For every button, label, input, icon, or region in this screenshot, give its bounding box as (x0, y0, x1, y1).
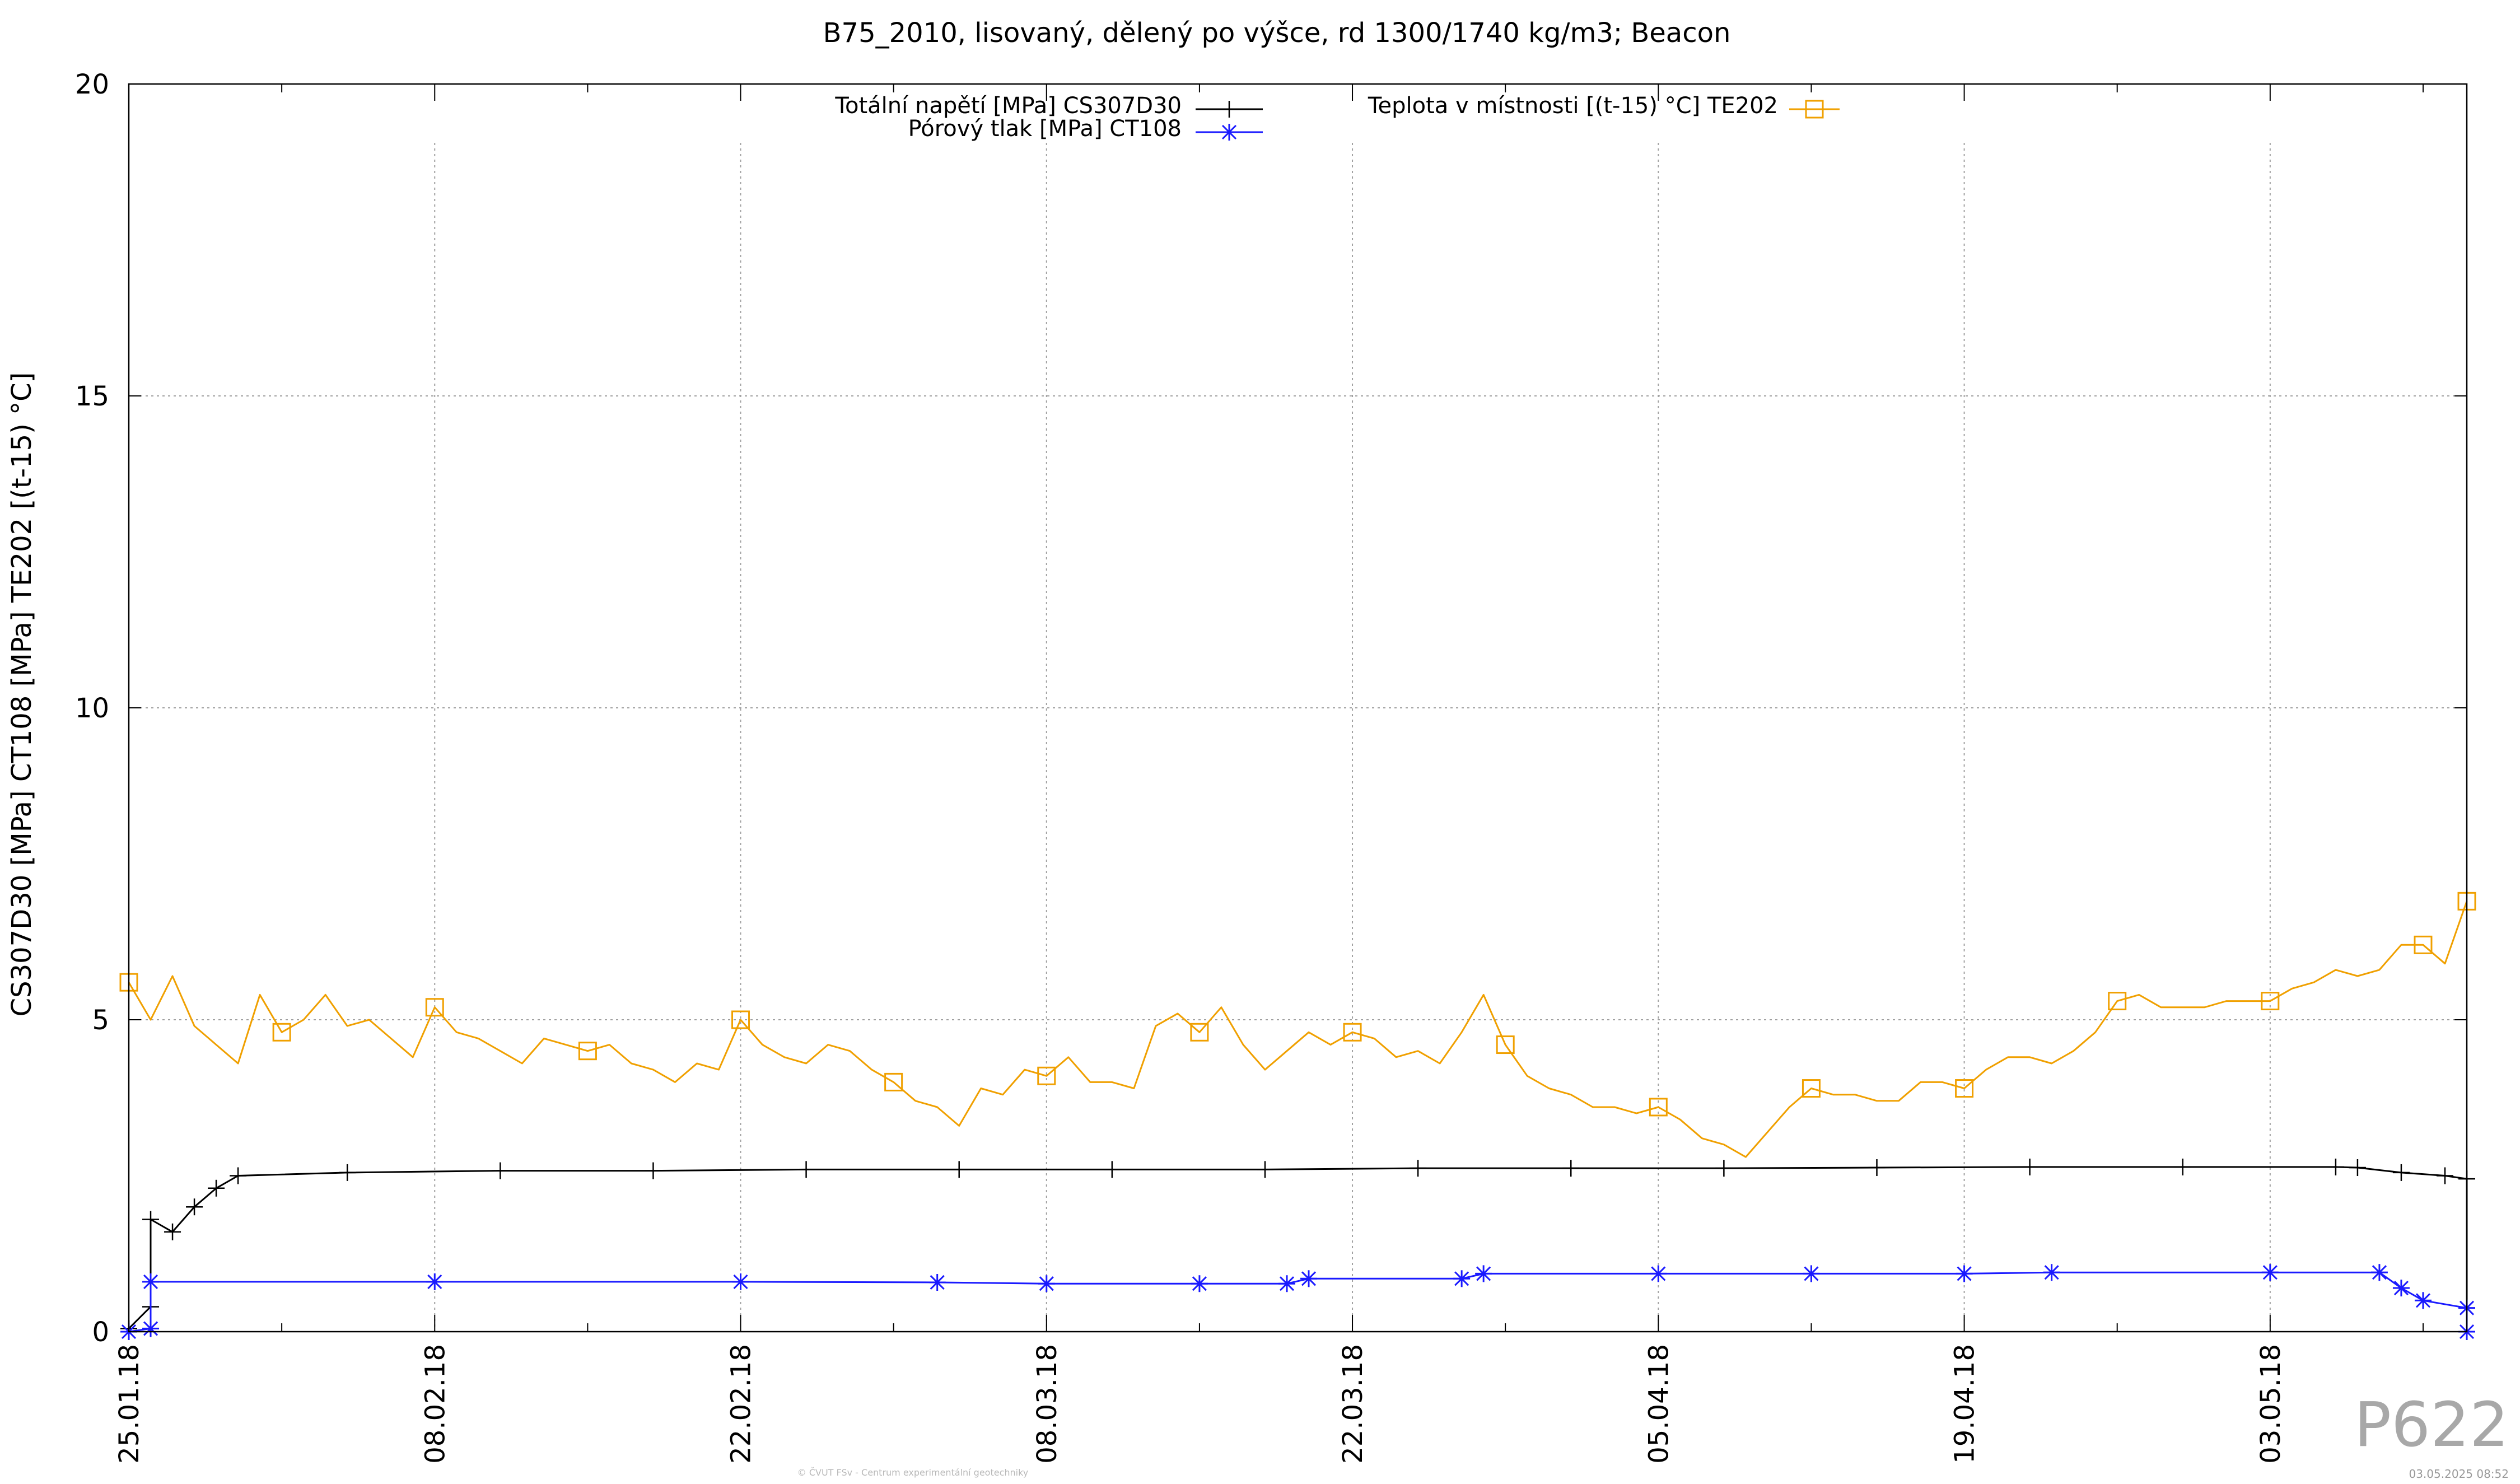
legend-entry: Teplota v místnosti [(t-15) °C] TE202 (1368, 93, 1840, 119)
data-point (2261, 992, 2280, 1011)
chart-title: B75_2010, lisovaný, dělený po výšce, rd … (823, 17, 1731, 49)
data-point (2043, 1264, 2060, 1281)
data-point (2349, 1159, 2366, 1177)
data-point (142, 1211, 160, 1228)
data-point (884, 1072, 903, 1091)
x-tick-label: 25.01.18 (114, 1344, 145, 1464)
y-tick-label: 0 (92, 1317, 109, 1348)
data-point (492, 1162, 509, 1179)
legend-entry: Pórový tlak [MPa] CT108 (908, 116, 1263, 142)
data-point (578, 1042, 597, 1061)
y-axis-label: CS307D30 [MPa] CT108 [MPa] TE202 [(t-15)… (6, 372, 38, 1017)
data-point (2261, 1264, 2279, 1281)
series-line (128, 1271, 2468, 1333)
data-point (1475, 1265, 1492, 1282)
data-point (1650, 1265, 1667, 1282)
data-point (2174, 1158, 2191, 1175)
data-point (950, 1161, 968, 1178)
data-point (272, 1023, 291, 1042)
data-point (1956, 1265, 1973, 1282)
data-point (1038, 1275, 1055, 1292)
x-tick-label: 05.04.18 (1643, 1344, 1674, 1464)
legend-label: Teplota v místnosti [(t-15) °C] TE202 (1368, 93, 1778, 119)
y-tick-label: 10 (75, 693, 109, 724)
data-point (1955, 1079, 1974, 1098)
data-point (230, 1167, 247, 1184)
data-point (1191, 1275, 1208, 1292)
data-point (1278, 1275, 1295, 1292)
data-point (142, 1320, 160, 1337)
series-2 (119, 892, 2476, 1158)
data-point (1037, 1066, 1056, 1085)
watermark: P622 (2354, 1389, 2509, 1460)
data-point (142, 1273, 160, 1290)
data-point (2414, 1292, 2432, 1309)
data-point (732, 1273, 749, 1290)
data-point (1496, 1035, 1515, 1054)
y-tick-label: 5 (92, 1005, 109, 1036)
x-tick-label: 03.05.18 (2255, 1344, 2286, 1464)
data-point (1868, 1159, 1886, 1177)
y-tick-label: 15 (75, 381, 109, 412)
x-tick-label: 19.04.18 (1949, 1344, 1981, 1464)
data-point (425, 998, 444, 1017)
legend-label: Pórový tlak [MPa] CT108 (908, 116, 1182, 142)
data-point (928, 1273, 946, 1291)
legend-label: Totální napětí [MPa] CS307D30 (834, 93, 1182, 119)
legend-entry: Totální napětí [MPa] CS307D30 (834, 93, 1263, 119)
x-tick-label: 22.02.18 (726, 1344, 757, 1464)
data-point (1256, 1161, 1273, 1178)
footer-copyright: © ČVUT FSv - Centrum experimentální geot… (797, 1467, 1029, 1478)
data-point (1803, 1265, 1820, 1282)
data-point (2414, 935, 2433, 954)
data-point (2327, 1158, 2344, 1175)
y-tick-label: 20 (75, 69, 109, 100)
data-point (1103, 1161, 1121, 1178)
series-1 (120, 1264, 2475, 1340)
data-point (645, 1162, 662, 1179)
legend-marker (1805, 100, 1824, 119)
legend-marker (1221, 101, 1238, 118)
plot-frame (128, 83, 2468, 1333)
series-0 (120, 1158, 2475, 1340)
data-point (164, 1223, 181, 1240)
data-point (1410, 1160, 1427, 1177)
data-point (731, 1010, 750, 1029)
data-point (797, 1161, 815, 1178)
series-line (128, 900, 2468, 1158)
series-layer (119, 892, 2476, 1340)
data-point (339, 1164, 356, 1181)
data-point (2108, 992, 2127, 1011)
series-line (128, 1166, 2468, 1332)
data-point (1300, 1270, 1318, 1287)
data-point (1453, 1270, 1471, 1287)
data-point (2436, 1167, 2453, 1184)
data-point (208, 1179, 225, 1197)
data-point (426, 1273, 444, 1290)
data-point (2370, 1264, 2388, 1281)
data-point (2021, 1158, 2038, 1175)
grid (129, 143, 2467, 1332)
legend-marker (1221, 124, 1238, 141)
data-point (2392, 1164, 2410, 1181)
data-point (1802, 1079, 1821, 1098)
data-point (1343, 1023, 1362, 1042)
data-point (1190, 1023, 1209, 1042)
data-point (186, 1198, 203, 1216)
footer-timestamp: 03.05.2025 08:52 (2409, 1467, 2509, 1481)
data-point (1715, 1160, 1733, 1177)
data-point (2392, 1280, 2410, 1297)
x-tick-label: 08.03.18 (1032, 1344, 1063, 1464)
axes: 0 5 10 15 20 25.01.18 08.02.18 22.02.18 08.03.18… (75, 69, 2468, 1464)
data-point (1649, 1098, 1668, 1117)
x-tick-label: 22.03.18 (1337, 1344, 1369, 1464)
x-tick-label: 08.02.18 (419, 1344, 451, 1464)
data-point (1562, 1160, 1580, 1177)
